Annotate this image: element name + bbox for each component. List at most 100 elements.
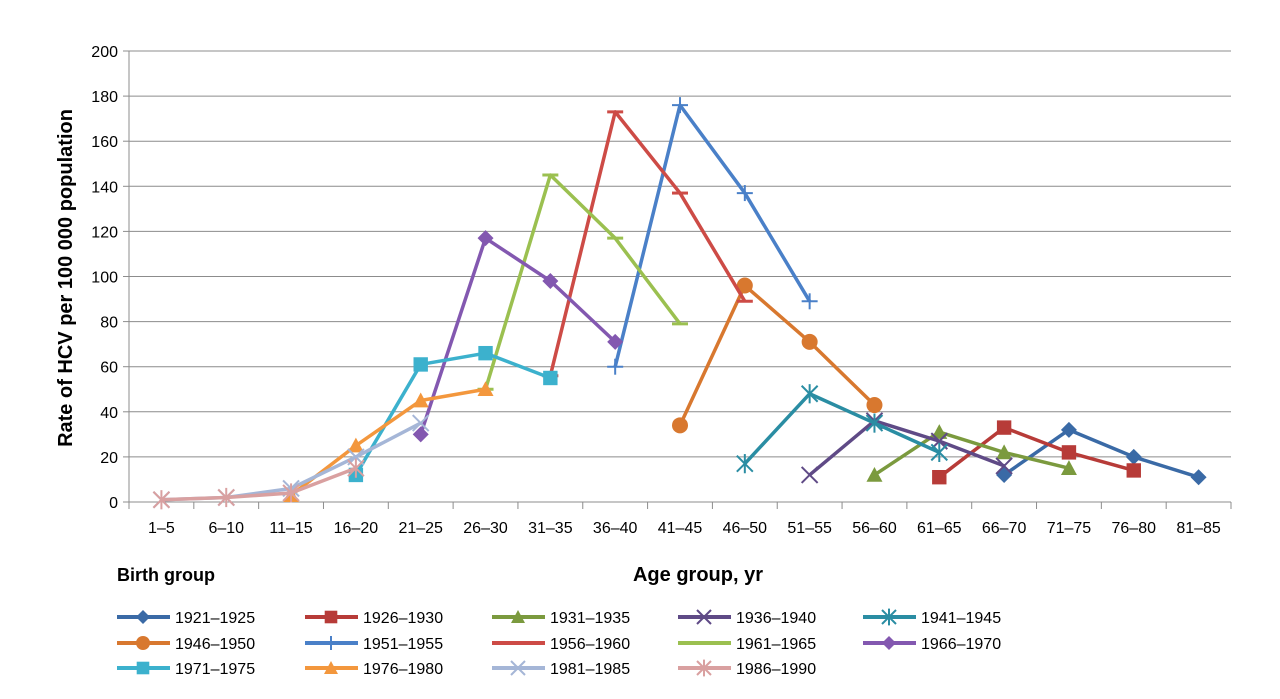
y-tick-label: 40 [100,405,118,422]
series-1941–1945 [736,384,949,474]
legend-item: 1981–1985 [492,660,630,678]
data-point [1061,445,1077,460]
axes: 0 20 40 60 80 100 120 140 160 180 200 1–5 6–10 11–15 1… [91,44,1232,537]
data-point [136,661,150,675]
y-tick-label: 100 [91,270,118,287]
x-tick-label: 61–65 [917,520,962,537]
series-line [548,110,747,377]
legend-label: 1941–1945 [921,610,1001,627]
series-line [678,283,876,427]
data-point [865,413,884,433]
data-point [696,609,712,625]
data-point [696,659,712,677]
data-point [932,469,947,485]
legend-label: 1961–1965 [736,636,816,653]
gridlines [129,50,1231,458]
data-point [217,487,235,508]
data-point [324,661,338,674]
data-point [801,333,818,350]
data-point [736,185,753,202]
data-point [995,457,1013,475]
data-point [866,397,883,414]
data-point [324,636,338,650]
data-point [672,97,688,114]
data-point [510,660,526,676]
x-tick-label: 26–30 [463,520,508,537]
data-point [477,381,494,397]
legend-label: 1931–1935 [550,610,630,627]
data-point [478,345,493,361]
series-line [1003,428,1200,479]
data-point [996,444,1013,460]
data-point [607,358,624,375]
legend-item: 1956–1960 [492,636,630,653]
y-tick-label: 140 [91,179,118,196]
legend-item: 1971–1975 [117,661,255,678]
x-axis-title: Age group, yr [633,564,763,586]
marker-stroke [510,660,526,676]
data-point [800,384,819,404]
series-line [613,103,812,368]
series-1961–1965 [477,173,688,391]
x-tick-label: 56–60 [852,520,897,537]
legend-label: 1921–1925 [175,610,255,627]
data-point [543,370,558,386]
legend: 1921–1925 1926–1930 1931–1935 1936–1940 1941… [117,608,1001,678]
x-tick-label: 66–70 [982,520,1027,537]
legend-label: 1976–1980 [363,661,443,678]
legend-item: 1966–1970 [863,636,1001,653]
legend-item: 1926–1930 [305,610,443,627]
marker-stroke [995,457,1013,475]
data-point [152,490,171,510]
x-tick-label: 1–5 [148,520,175,537]
legend-label: 1981–1985 [550,661,630,678]
legend-item: 1951–1955 [305,636,443,653]
series-line [354,351,551,476]
x-tick-label: 21–25 [398,520,443,537]
data-point [412,426,429,443]
legend-item: 1931–1935 [492,610,630,627]
y-tick-label: 80 [100,315,118,332]
data-point [736,277,753,294]
legend-label: 1926–1930 [363,610,443,627]
y-tick-label: 20 [100,450,118,467]
data-point [931,424,948,439]
data-point [347,458,365,478]
data-point [413,357,428,372]
legend-label: 1956–1960 [550,636,630,653]
data-point [412,392,429,408]
marker-stroke [411,414,430,432]
series-1946–1950 [672,277,883,434]
x-tick-label: 81–85 [1176,520,1221,537]
data-point [882,636,896,650]
series-1976–1980 [283,381,494,503]
data-point [607,333,624,350]
data-point [136,610,150,624]
series-line [873,430,1070,477]
data-point [136,636,150,650]
y-tick-label: 180 [91,89,118,106]
x-tick-label: 46–50 [723,520,768,537]
data-point [282,483,300,503]
y-tick-label: 60 [100,360,118,377]
series-1936–1940 [800,412,1013,484]
legend-item: 1921–1925 [117,610,255,627]
y-tick-label: 200 [91,44,118,61]
series-line [743,392,941,465]
x-tick-label: 31–35 [528,520,573,537]
data-point [411,414,430,432]
series-1921–1925 [996,421,1207,486]
series-1951–1955 [607,97,818,375]
series-1986–1990 [152,458,365,510]
data-point [1190,469,1207,486]
series-line [419,236,617,435]
x-tick-label: 36–40 [593,520,638,537]
data-point [542,273,559,290]
data-point [511,610,525,623]
legend-item: 1936–1940 [678,609,816,627]
x-tick-label: 16–20 [334,520,379,537]
legend-label: 1986–1990 [736,661,816,678]
x-tick-label: 41–45 [658,520,703,537]
data-point [1060,460,1077,475]
series-line [808,419,1005,477]
